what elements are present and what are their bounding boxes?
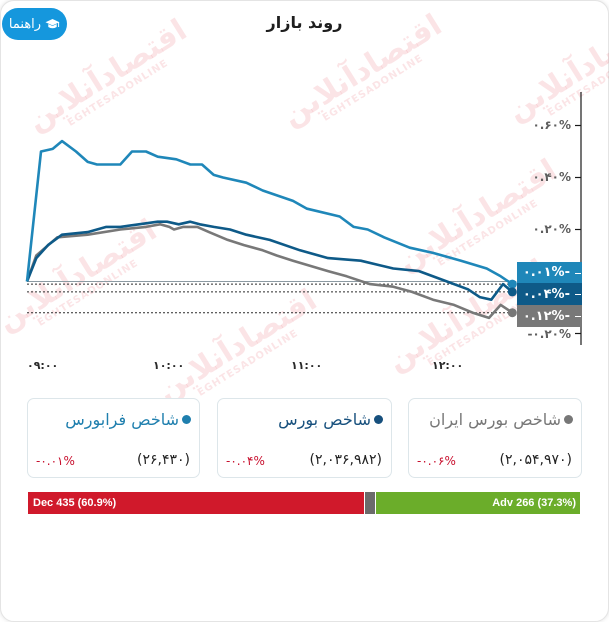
index-value: (۲۶,۴۳۰) xyxy=(137,452,190,468)
card-title: شاخص بورس ایران xyxy=(429,410,573,429)
farabourse-last-value-badge: -۰.۰۱% xyxy=(517,262,582,283)
x-tick-label: ۱۱:۰۰ xyxy=(291,359,323,372)
x-tick-label: ۱۲:۰۰ xyxy=(432,359,464,372)
decliners-label: Dec 435 (60.9%) xyxy=(33,497,117,509)
y-tick-label: ۰.۴۰% xyxy=(532,170,571,184)
last-value-text: -۰.۰۴% xyxy=(522,286,570,302)
y-tick-label: ۰.۶۰% xyxy=(532,118,571,132)
y-tick-label: -۰.۲۰% xyxy=(527,327,571,341)
x-tick-label: ۰۹:۰۰ xyxy=(27,359,59,372)
help-button[interactable]: راهنما xyxy=(2,8,67,40)
advancers-label: Adv 266 (37.3%) xyxy=(492,497,576,509)
bourse-last-value-badge: -۰.۰۴% xyxy=(517,283,582,305)
series-line xyxy=(25,139,514,286)
axis-tick xyxy=(575,272,581,274)
y-tick-label: ۰.۲۰% xyxy=(532,222,571,236)
card-title: شاخص فرابورس xyxy=(65,410,191,429)
iran-bourse-last-value-badge: -۰.۱۲% xyxy=(517,305,582,327)
series-dot-icon xyxy=(182,415,191,424)
x-tick-label: ۱۰:۰۰ xyxy=(153,359,185,372)
last-value-text: -۰.۰۱% xyxy=(522,265,570,280)
series-line xyxy=(25,220,514,301)
graduation-cap-icon xyxy=(45,18,60,30)
help-button-label: راهنما xyxy=(8,16,42,32)
unchanged-segment xyxy=(365,492,376,514)
axis-tick xyxy=(575,316,581,317)
card-farabourse-index[interactable]: شاخص فرابورس (۲۶,۴۳۰) -۰.۰۱% xyxy=(27,398,200,478)
index-change: -۰.۰۴% xyxy=(226,454,265,468)
series-dot-icon xyxy=(374,415,383,424)
index-value: (۲,۰۳۶,۹۸۲) xyxy=(309,452,382,468)
last-value-text: -۰.۱۲% xyxy=(522,308,570,324)
advancers-segment: Adv 266 (37.3%) xyxy=(376,492,580,514)
page-title: روند بازار xyxy=(266,13,343,32)
card-title-text: شاخص بورس xyxy=(278,410,371,429)
series-dot-icon xyxy=(564,415,573,424)
card-bourse-index[interactable]: شاخص بورس (۲,۰۳۶,۹۸۲) -۰.۰۴% xyxy=(217,398,392,478)
series-end-marker xyxy=(507,279,517,289)
card-title: شاخص بورس xyxy=(278,410,383,429)
market-trend-chart xyxy=(25,92,582,345)
index-change: -۰.۰۱% xyxy=(36,454,75,468)
market-breadth-bar: Dec 435 (60.9%) Adv 266 (37.3%) xyxy=(28,492,580,514)
index-change: -۰.۰۶% xyxy=(417,454,456,468)
axis-tick xyxy=(575,294,581,295)
series-line xyxy=(25,223,514,320)
series-end-marker xyxy=(507,287,517,297)
series-end-marker xyxy=(507,308,517,318)
card-title-text: شاخص فرابورس xyxy=(65,410,179,429)
card-iran-bourse-index[interactable]: شاخص بورس ایران (۲,۰۵۴,۹۷۰) -۰.۰۶% xyxy=(408,398,582,478)
decliners-segment: Dec 435 (60.9%) xyxy=(28,492,365,514)
card-title-text: شاخص بورس ایران xyxy=(429,410,561,429)
index-value: (۲,۰۵۴,۹۷۰) xyxy=(499,452,572,468)
